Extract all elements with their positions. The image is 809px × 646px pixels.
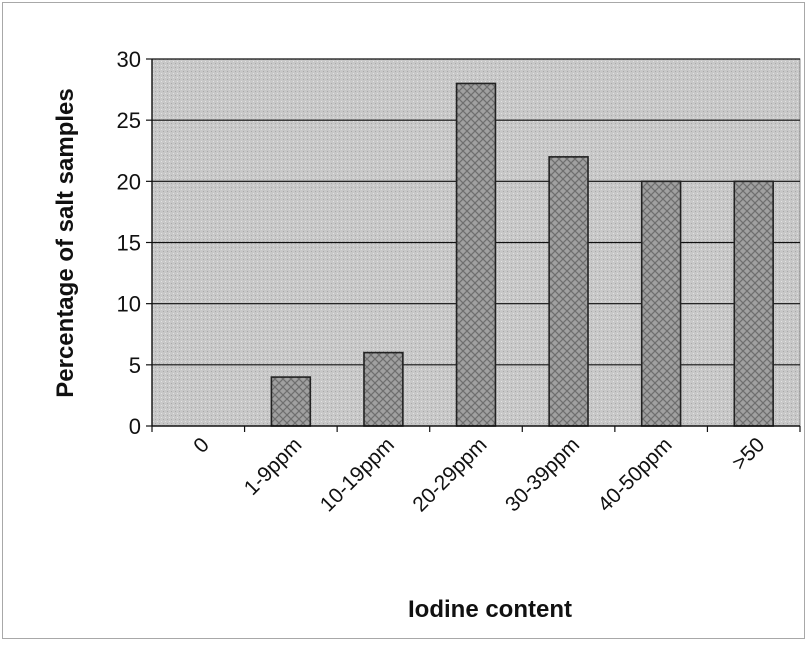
- y-tick-label: 20: [117, 169, 141, 194]
- y-tick-label: 25: [117, 108, 141, 133]
- x-tick-label: >50: [728, 433, 769, 474]
- bar-3: [455, 82, 497, 427]
- y-tick-label: 30: [117, 47, 141, 72]
- y-tick-label: 10: [117, 292, 141, 317]
- iodine-bar-chart: 0 5 10 15 20 25 30 0 1-9ppm 10-19ppm 20-29ppm 30-3…: [52, 47, 801, 623]
- axes: [146, 58, 801, 432]
- bar-6: [733, 180, 774, 427]
- chart-frame: 0 5 10 15 20 25 30 0 1-9ppm 10-19ppm 20-29ppm 30-3…: [2, 2, 805, 639]
- bar-2: [363, 351, 404, 427]
- y-axis-title: Percentage of salt samples: [52, 88, 79, 397]
- x-tick-label: 20-29ppm: [408, 433, 491, 516]
- y-tick-labels: 0 5 10 15 20 25 30: [117, 47, 141, 439]
- x-axis-title: Iodine content: [408, 596, 572, 623]
- x-tick-label: 1-9ppm: [240, 433, 307, 500]
- x-tick-label: 0: [189, 433, 214, 458]
- x-tick-labels: 0 1-9ppm 10-19ppm 20-29ppm 30-39ppm 40-50ppm >…: [189, 433, 769, 516]
- x-tick-label: 10-19ppm: [316, 433, 399, 516]
- x-tick-label: 30-39ppm: [501, 433, 584, 516]
- bar-5: [640, 180, 682, 427]
- y-tick-label: 0: [129, 414, 141, 439]
- y-tick-label: 5: [129, 353, 141, 378]
- bar-1: [270, 376, 312, 427]
- x-tick-label: 40-50ppm: [594, 433, 677, 516]
- y-tick-label: 15: [117, 231, 141, 256]
- bar-4: [548, 156, 589, 427]
- bars: [270, 82, 774, 427]
